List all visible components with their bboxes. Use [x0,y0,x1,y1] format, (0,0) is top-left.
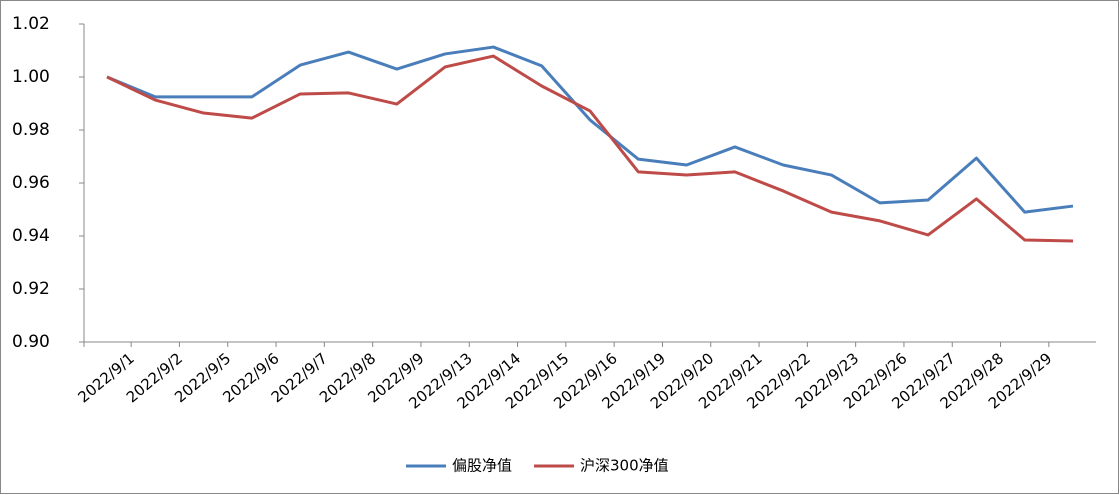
legend-label: 沪深300净值 [580,457,669,475]
y-tick-label: 1.02 [12,14,50,34]
legend-label: 偏股净值 [452,457,512,475]
y-tick-label: 1.00 [12,67,50,87]
y-tick-label: 0.96 [12,173,50,193]
line-series [106,45,1074,214]
y-tick-label: 0.90 [12,332,50,352]
y-tick-label: 0.98 [12,120,50,140]
y-tick-label: 0.94 [12,226,50,246]
line-series [106,54,1074,243]
y-tick-label: 0.92 [12,279,50,299]
